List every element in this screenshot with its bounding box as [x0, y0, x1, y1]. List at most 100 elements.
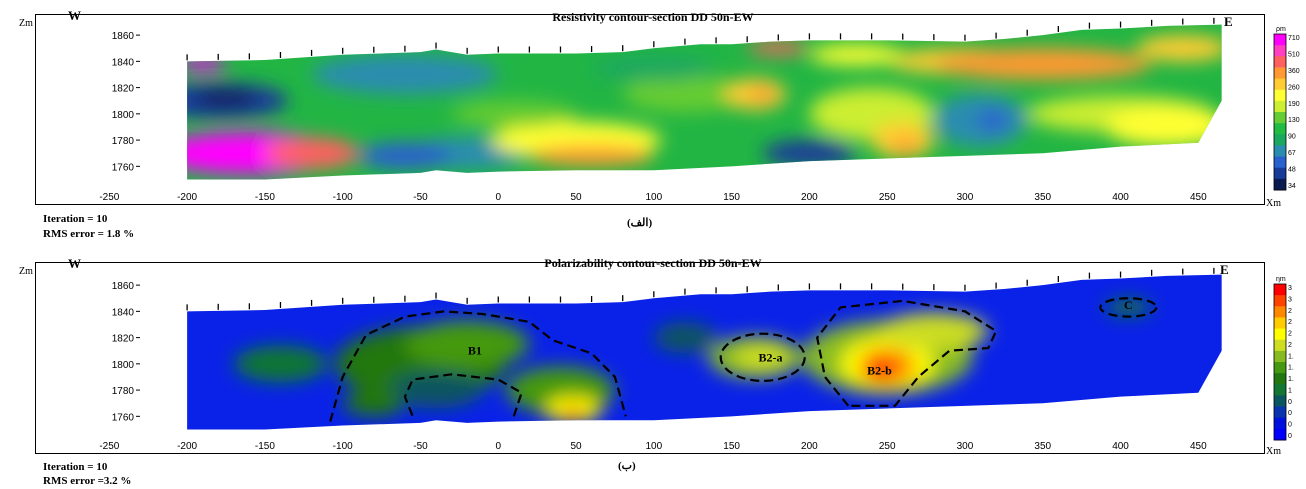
colorbar-tick-label: 130: [1288, 117, 1300, 124]
x-tick-label: 150: [723, 441, 740, 452]
colorbar-outline: [1273, 283, 1287, 441]
colorbar-tick-label: 3: [1288, 296, 1292, 303]
panel-sublabel: (الف): [627, 217, 653, 229]
y-tick-label: 1780: [112, 136, 135, 147]
colorbar-tick-label: 2: [1288, 308, 1292, 315]
x-tick-label: 200: [801, 192, 818, 203]
x-tick-label: 200: [801, 441, 818, 452]
panel-sublabel: (ب): [618, 460, 636, 472]
west-label: W: [68, 8, 81, 23]
colorbar-swatch: [1274, 123, 1286, 135]
x-tick-label: 450: [1190, 441, 1207, 452]
y-tick-label: 1840: [112, 307, 135, 318]
y-tick-label: 1860: [112, 281, 135, 292]
x-tick-label: 100: [645, 192, 662, 203]
x-tick-label: 350: [1034, 441, 1051, 452]
colorbar-swatch: [1274, 306, 1286, 318]
x-tick-label: 0: [495, 192, 501, 203]
east-label: E: [1224, 14, 1233, 29]
x-tick-label: 50: [570, 192, 582, 203]
colorbar-swatch: [1274, 328, 1286, 341]
colorbar-tick-label: 510: [1288, 51, 1300, 58]
anomaly-label: C: [1124, 298, 1133, 312]
colorbar-swatch: [1274, 417, 1286, 430]
y-tick-label: 1800: [112, 360, 135, 371]
colorbar-tick-label: 2: [1288, 342, 1292, 349]
colorbar-swatch: [1274, 406, 1286, 419]
colorbar-swatch: [1274, 384, 1286, 396]
x-tick-label: 250: [879, 441, 896, 452]
colorbar-swatch: [1274, 395, 1286, 408]
anomaly-b2b-outline: [816, 299, 998, 407]
x-tick-label: -150: [255, 441, 275, 452]
x-tick-label: 100: [645, 441, 662, 452]
x-tick-label: 350: [1034, 192, 1051, 203]
x-tick-label: 150: [723, 192, 740, 203]
x-tick-label: -150: [255, 192, 275, 203]
colorbar-unit: ρm: [1276, 26, 1286, 33]
x-tick-label: -200: [177, 441, 197, 452]
y-tick-label: 1780: [112, 386, 135, 397]
colorbar-tick-label: 0: [1288, 410, 1292, 417]
colorbar-swatch: [1274, 295, 1286, 307]
colorbar-swatch: [1274, 145, 1286, 158]
colorbar-swatch: [1274, 156, 1286, 169]
x-tick-label: -250: [99, 441, 119, 452]
colorbar-swatch: [1274, 78, 1286, 91]
colorbar-swatch: [1274, 89, 1286, 102]
x-tick-label: 300: [957, 192, 974, 203]
y-tick-label: 1800: [112, 110, 135, 121]
x-tick-label: 0: [495, 441, 501, 452]
y-tick-label: 1760: [112, 412, 135, 423]
colorbar-swatch: [1274, 339, 1286, 352]
colorbar-tick-label: 0: [1288, 422, 1292, 429]
x-tick-label: 250: [879, 192, 896, 203]
anomaly-b1-outline: [329, 310, 627, 422]
x-tick-label: -50: [413, 192, 428, 203]
colorbar-tick-label: 34: [1288, 183, 1296, 190]
colorbar-swatch: [1274, 362, 1286, 374]
colorbar-swatch: [1274, 373, 1286, 385]
x-tick-label: 50: [570, 441, 582, 452]
y-tick-label: 1820: [112, 84, 135, 95]
colorbar-tick-label: 2: [1288, 319, 1292, 326]
colorbar-tick-label: 190: [1288, 101, 1300, 108]
colorbar-swatch: [1274, 284, 1286, 296]
x-tick-label: 450: [1190, 192, 1207, 203]
anomaly-label: B2-b: [867, 363, 892, 377]
polarizability-contour-chart: B1 B2-aB2-bC-250 -200 -150 -100 -50 0 50 100 150 2…: [99, 267, 1294, 452]
colorbar-swatch: [1274, 67, 1286, 80]
colorbar-swatch: [1274, 350, 1286, 363]
resistivity-title: Resistivity contour-section DD 50n-EW: [552, 10, 754, 24]
colorbar-swatch: [1274, 45, 1286, 57]
colorbar-swatch: [1274, 167, 1286, 180]
colorbar-swatch: [1274, 112, 1286, 124]
rms-error-text: RMS error = 1.8 %: [43, 228, 135, 240]
x-tick-label: 300: [957, 441, 974, 452]
iteration-text: Iteration = 10: [43, 213, 108, 225]
y-tick-label: 1820: [112, 334, 135, 345]
colorbar-outline: [1273, 33, 1287, 191]
colorbar-swatch: [1274, 317, 1286, 330]
colorbar-swatch: [1274, 134, 1286, 146]
colorbar-tick-label: 3: [1288, 285, 1292, 292]
colorbar-tick-label: 360: [1288, 68, 1300, 75]
colorbar-tick-label: 90: [1288, 134, 1296, 141]
resistivity-contour-chart: -250 -200 -150 -100 -50 0 50 100 150 200 250 300 350…: [99, 17, 1300, 203]
colorbar-tick-label: 1.: [1288, 365, 1294, 372]
anomaly-c-outline: [1099, 297, 1158, 318]
anomaly-label: B1: [468, 344, 482, 358]
x-tick-label: 400: [1112, 192, 1129, 203]
colorbar-tick-label: 0: [1288, 399, 1292, 406]
colorbar-tick-label: 1.: [1288, 353, 1294, 360]
colorbar-tick-label: 0: [1288, 433, 1292, 440]
east-label: E: [1220, 262, 1229, 277]
colorbar-tick-label: 1.: [1288, 376, 1294, 383]
iteration-text: Iteration = 10: [43, 461, 108, 473]
z-axis-label: Zm: [19, 18, 33, 29]
colorbar-tick-label: 260: [1288, 84, 1300, 91]
colorbar-swatch: [1274, 178, 1286, 191]
colorbar-tick-label: 1: [1288, 387, 1292, 394]
colorbar-swatch: [1274, 428, 1286, 441]
polarizability-panel: Polarizability contour-section DD 50n-EW…: [0, 250, 1306, 489]
